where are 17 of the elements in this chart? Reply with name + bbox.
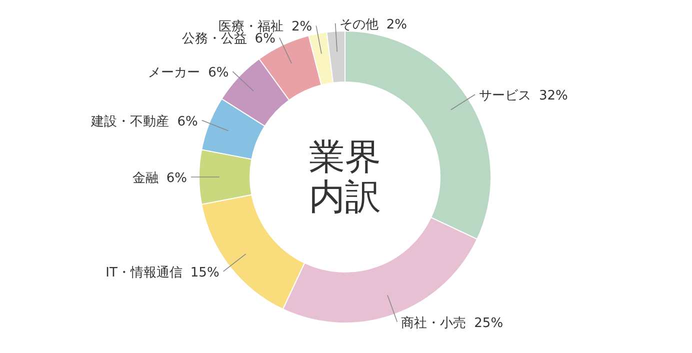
data-label: 6% xyxy=(208,66,229,81)
slice-label: IT・情報通信 xyxy=(106,265,182,280)
data-label: 2% xyxy=(292,20,312,35)
data-label: 6% xyxy=(166,171,187,186)
data-label: 6% xyxy=(254,32,276,47)
data-label: 15% xyxy=(190,265,220,280)
slice-label: メーカー xyxy=(148,66,200,81)
text: 業界内訳 xyxy=(309,137,381,218)
slice-label: 建設・不動産 xyxy=(90,113,170,130)
slice-label: 金融 xyxy=(132,171,158,186)
slice-label: 商社・小売 xyxy=(401,316,466,331)
data-label: 25% xyxy=(474,316,504,331)
slice-label: サービス xyxy=(479,88,532,104)
slice-label: その他 xyxy=(339,17,378,32)
data-label: 32% xyxy=(539,88,568,104)
data-label: 6% xyxy=(177,114,198,130)
data-label: 2% xyxy=(386,17,407,32)
